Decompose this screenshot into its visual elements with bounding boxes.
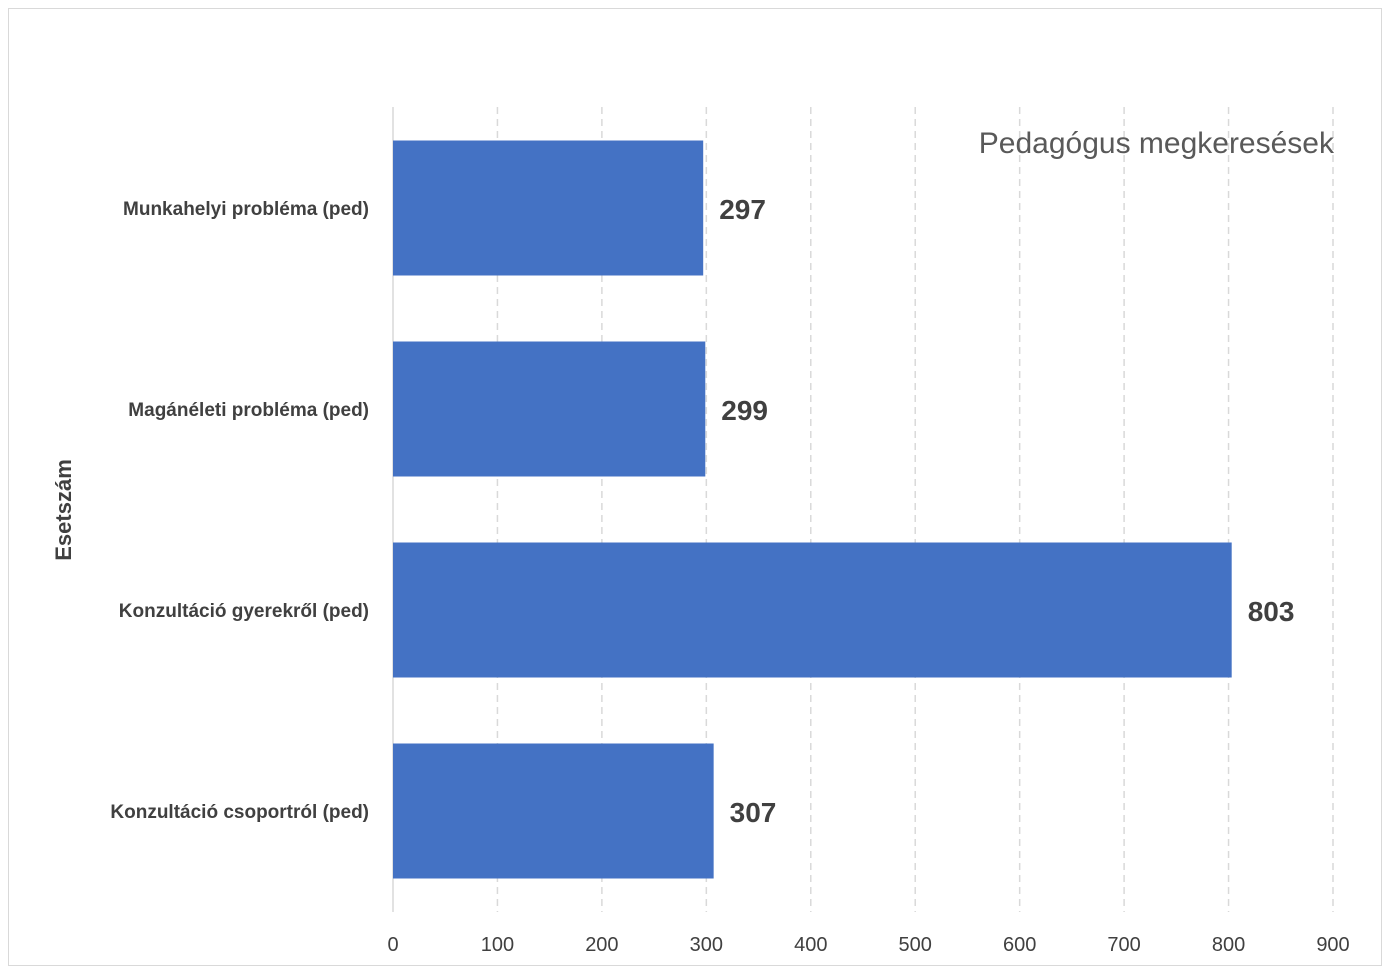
bar xyxy=(393,341,706,477)
bar xyxy=(393,140,704,276)
category-label: Magánéleti probléma (ped) xyxy=(128,400,369,421)
x-tick-label: 500 xyxy=(899,934,932,956)
category-label: Konzultáció gyerekről (ped) xyxy=(119,601,369,622)
x-tick-labels: 0 100 200 300 400 500 600 700 800 900 xyxy=(387,934,1349,956)
bar-value-label: 307 xyxy=(730,797,777,828)
bars xyxy=(393,140,1232,879)
x-tick-label: 400 xyxy=(794,934,827,956)
bar-value-label: 803 xyxy=(1248,596,1295,627)
chart-title: Pedagógus megkeresések xyxy=(979,127,1335,160)
bar xyxy=(393,743,714,879)
x-tick-label: 100 xyxy=(481,934,514,956)
category-labels: Munkahelyi probléma (ped) Magánéleti prob… xyxy=(110,199,369,823)
bar-value-label: 297 xyxy=(719,194,766,225)
bar xyxy=(393,542,1232,678)
category-label: Munkahelyi probléma (ped) xyxy=(123,199,369,220)
category-label: Konzultáció csoportról (ped) xyxy=(110,802,369,823)
y-axis-title: Esetszám xyxy=(51,459,76,561)
x-tick-label: 700 xyxy=(1107,934,1140,956)
x-tick-label: 900 xyxy=(1316,934,1349,956)
x-tick-label: 0 xyxy=(387,934,398,956)
bar-value-label: 299 xyxy=(721,395,768,426)
x-tick-label: 600 xyxy=(1003,934,1036,956)
x-tick-label: 300 xyxy=(690,934,723,956)
x-tick-label: 200 xyxy=(585,934,618,956)
x-tick-label: 800 xyxy=(1212,934,1245,956)
data-labels: 297 299 803 307 xyxy=(719,194,1294,828)
